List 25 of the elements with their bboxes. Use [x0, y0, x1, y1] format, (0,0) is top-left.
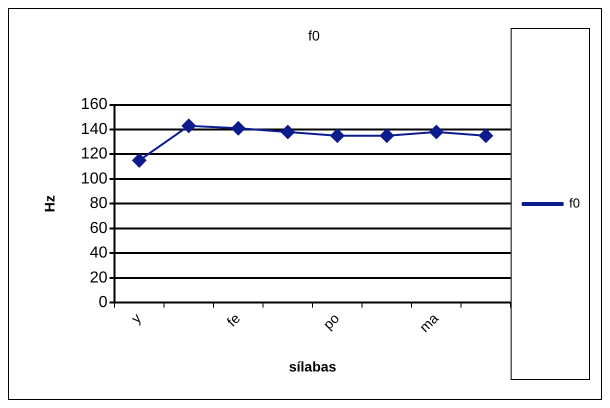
y-tick-label: 20	[90, 269, 108, 286]
y-tick-label: 140	[80, 120, 108, 138]
point	[132, 153, 146, 168]
point	[330, 128, 344, 143]
point	[182, 118, 196, 133]
x-tick-label: ma	[416, 310, 442, 336]
point	[380, 128, 394, 143]
y-axis-title: Hz	[41, 195, 58, 212]
y-tick-label: 60	[90, 220, 108, 237]
point	[231, 121, 246, 136]
y-tick-label: 120	[80, 146, 108, 163]
point	[280, 124, 295, 139]
point	[429, 124, 444, 139]
x-axis-title: sílabas	[288, 358, 337, 374]
y-tick-label: 40	[90, 244, 108, 262]
x-tick-label: fe	[224, 310, 244, 330]
point	[478, 128, 493, 143]
y-tick-label: 100	[80, 170, 108, 188]
y-tick-label: 160	[80, 96, 108, 114]
x-tick-label: po	[320, 310, 342, 332]
y-tick-label: 0	[98, 294, 108, 311]
y-tick-label: 80	[90, 195, 108, 212]
x-tick-label: y	[128, 310, 144, 326]
legend-label: f0	[569, 196, 580, 211]
chart-title: f0	[308, 27, 320, 44]
